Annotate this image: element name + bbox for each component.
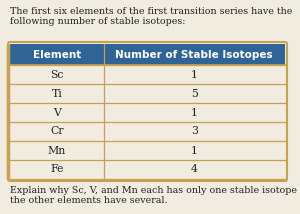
Text: Ti: Ti [51,89,62,98]
Text: 5: 5 [191,89,198,98]
Text: The first six elements of the first transition series have the
following number : The first six elements of the first tran… [10,7,292,26]
Text: Explain why Sc, V, and Mn each has only one stable isotope while
the other eleme: Explain why Sc, V, and Mn each has only … [10,186,300,205]
Text: V: V [53,107,61,117]
Text: Element: Element [33,49,81,59]
Text: 1: 1 [191,146,198,156]
Text: 1: 1 [191,70,198,79]
Bar [10,44,285,65]
Text: Mn: Mn [48,146,66,156]
Text: Sc: Sc [50,70,63,79]
Text: Fe: Fe [50,165,63,174]
Text: 1: 1 [191,107,198,117]
Text: Number of Stable Isotopes: Number of Stable Isotopes [116,49,273,59]
Text: 3: 3 [191,126,198,137]
Text: Cr: Cr [50,126,64,137]
Text: 4: 4 [191,165,198,174]
